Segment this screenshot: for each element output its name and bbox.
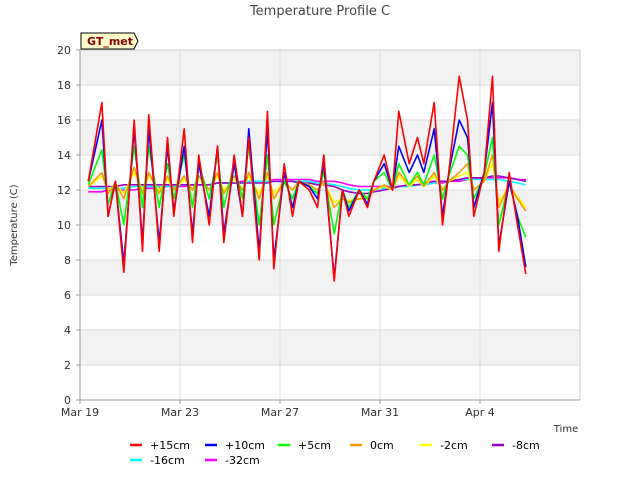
legend-label: 0cm <box>370 439 394 452</box>
plot-band <box>80 365 580 400</box>
legend-item: -16cm <box>130 454 185 467</box>
legend-label: +15cm <box>150 439 190 452</box>
legend-label: -2cm <box>440 439 468 452</box>
legend-item: -8cm <box>492 439 540 452</box>
x-tick-label: Mar 23 <box>161 406 199 419</box>
y-tick-label: 8 <box>64 254 71 267</box>
plot-band <box>80 85 580 120</box>
y-tick-label: 4 <box>64 324 71 337</box>
y-tick-labels: 0 2 4 6 8 10 12 14 16 18 20 <box>57 44 80 407</box>
x-axis-label: Time <box>553 424 578 435</box>
x-tick-labels: Mar 19 Mar 23 Mar 27 Mar 31 Apr 4 <box>61 400 495 419</box>
plot-band <box>80 50 580 85</box>
legend: +15cm +10cm +5cm 0cm -2cm -8cm -16cm -32cm <box>130 439 540 467</box>
badge-shape <box>80 32 139 50</box>
plot-band <box>80 120 580 155</box>
legend-item: +15cm <box>130 439 190 452</box>
plot-band <box>80 295 580 330</box>
legend-item: +5cm <box>278 439 331 452</box>
legend-label: +5cm <box>298 439 331 452</box>
y-tick-label: 16 <box>57 114 71 127</box>
legend-item: -32cm <box>205 454 260 467</box>
y-tick-label: 0 <box>64 394 71 407</box>
legend-label: -8cm <box>512 439 540 452</box>
x-tick-label: Apr 4 <box>465 406 495 419</box>
y-tick-label: 10 <box>57 219 71 232</box>
station-badge: GT_met <box>80 32 139 50</box>
y-tick-label: 2 <box>64 359 71 372</box>
y-tick-label: 14 <box>57 149 71 162</box>
legend-label: +10cm <box>225 439 265 452</box>
y-tick-label: 12 <box>57 184 71 197</box>
legend-item: 0cm <box>350 439 394 452</box>
badge-label: GT_met <box>87 35 133 48</box>
x-tick-label: Mar 31 <box>361 406 399 419</box>
series-line-15cm <box>87 75 527 282</box>
legend-item: -2cm <box>420 439 468 452</box>
legend-item: +10cm <box>205 439 265 452</box>
plot-band <box>80 260 580 295</box>
legend-label: -32cm <box>225 454 260 467</box>
plot-band <box>80 330 580 365</box>
x-tick-label: Mar 27 <box>261 406 299 419</box>
y-axis-label: Temperature (C) <box>9 184 20 266</box>
legend-label: -16cm <box>150 454 185 467</box>
series-layer <box>87 75 527 282</box>
y-tick-label: 18 <box>57 79 71 92</box>
y-tick-label: 20 <box>57 44 71 57</box>
y-tick-label: 6 <box>64 289 71 302</box>
x-tick-label: Mar 19 <box>61 406 99 419</box>
chart-title: Temperature Profile C <box>249 4 390 19</box>
